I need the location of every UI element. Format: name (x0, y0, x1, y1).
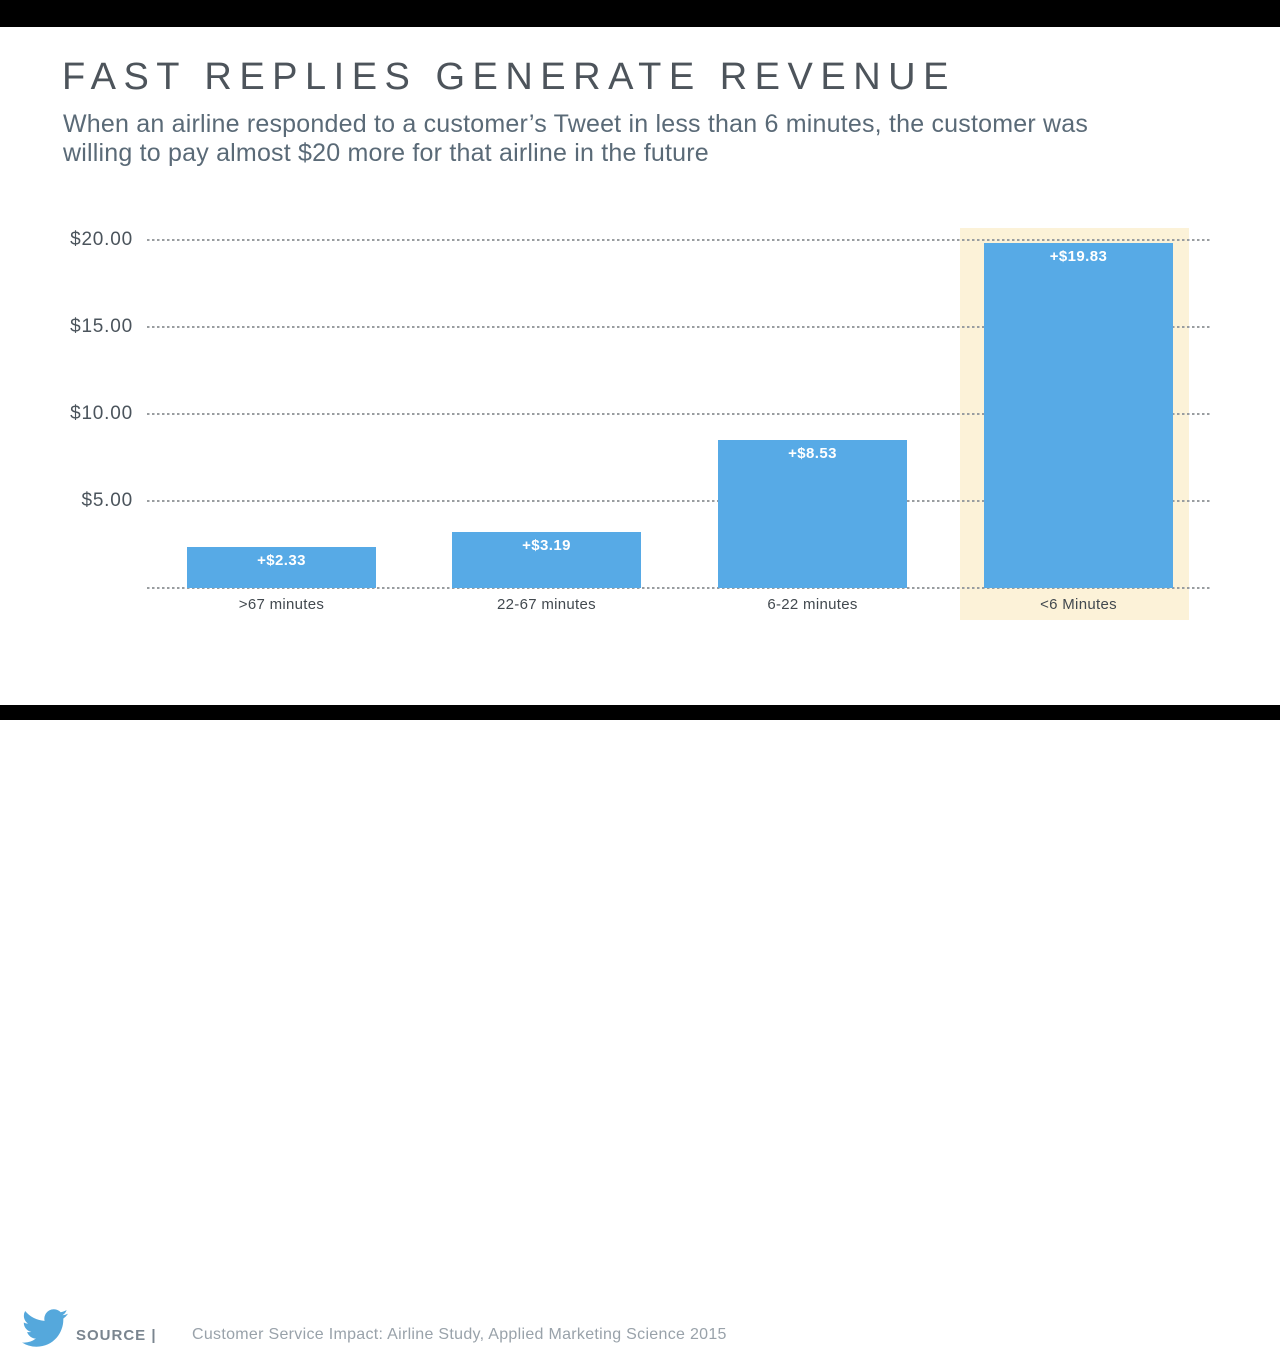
y-tick-label: $5.00 (81, 490, 133, 511)
x-category-label: >67 minutes (238, 596, 325, 613)
bar-value-label: +$2.33 (257, 552, 306, 569)
source-text: Customer Service Impact: Airline Study, … (192, 1326, 727, 1343)
source-label: SOURCE | (76, 1327, 157, 1344)
bar-value-label: +$3.19 (522, 537, 571, 554)
axis-baseline (147, 587, 1210, 589)
gridline (147, 413, 1210, 415)
y-tick-label: $20.00 (70, 229, 133, 250)
x-category-label: 22-67 minutes (497, 596, 596, 613)
gridline (147, 239, 1210, 241)
letterbox-bottom-bar (0, 705, 1280, 720)
gridline (147, 326, 1210, 328)
page-title: FAST REPLIES GENERATE REVENUE (62, 56, 956, 98)
bar-chart: $5.00 $10.00 $15.00 $20.00 +$2.33 >67 minutes… (70, 228, 1210, 620)
bar-value-label: +$19.83 (1049, 248, 1108, 265)
footer: SOURCE | Customer Service Impact: Airlin… (0, 650, 1280, 1347)
letterbox-top-bar (0, 0, 1280, 27)
gridline (147, 500, 1210, 502)
x-category-label: <6 Minutes (1040, 596, 1117, 613)
bar: +$3.19 (452, 532, 641, 588)
bar: +$8.53 (718, 440, 907, 588)
y-tick-label: $10.00 (70, 403, 133, 424)
x-category-label: 6-22 minutes (767, 596, 858, 613)
subtitle-line-2: willing to pay almost $20 more for that … (63, 139, 709, 167)
bar-value-label: +$8.53 (788, 445, 837, 462)
twitter-bird-icon (22, 1309, 68, 1347)
bar: +$19.83 (984, 243, 1173, 588)
subtitle: When an airline responded to a customer’… (63, 110, 1088, 168)
bar: +$2.33 (187, 547, 376, 588)
subtitle-line-1: When an airline responded to a customer’… (63, 110, 1089, 138)
y-tick-label: $15.00 (70, 316, 133, 337)
